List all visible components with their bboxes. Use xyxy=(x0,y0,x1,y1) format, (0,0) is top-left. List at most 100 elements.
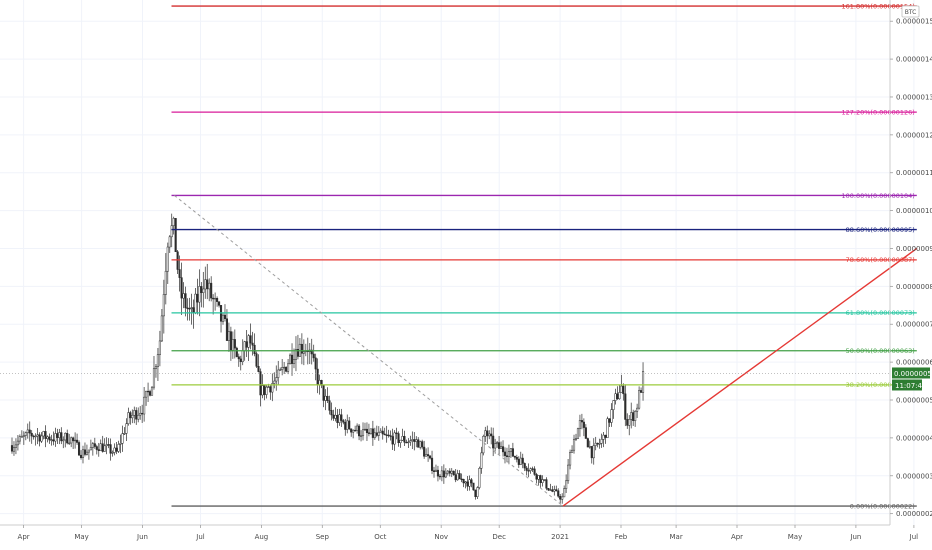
candle-body xyxy=(34,435,37,438)
candle-body xyxy=(458,473,461,480)
candle-body xyxy=(539,475,542,483)
candle-body xyxy=(285,366,288,372)
chart-grid xyxy=(0,0,915,525)
candle-body xyxy=(72,437,75,442)
candle-body xyxy=(515,457,518,460)
drawn-lines[interactable] xyxy=(174,195,918,507)
candle-body xyxy=(590,446,593,459)
time-tick-label: Nov xyxy=(434,533,448,541)
candle-body xyxy=(454,474,457,481)
candle-body xyxy=(66,433,69,444)
candle-body xyxy=(24,432,27,436)
candle-body xyxy=(93,443,96,447)
candle-body xyxy=(210,282,213,299)
candle-body xyxy=(190,307,193,309)
time-tick-label: Aug xyxy=(255,533,269,541)
candle-body xyxy=(174,218,177,253)
candle-body xyxy=(576,428,580,439)
candle-body xyxy=(150,386,154,396)
candle-body xyxy=(237,356,240,360)
candle-body xyxy=(137,414,140,420)
candle-body xyxy=(456,473,459,481)
candle-body xyxy=(218,301,221,306)
candle-body xyxy=(170,225,173,238)
candle-body xyxy=(289,354,292,365)
candle-body xyxy=(287,363,290,372)
candle-body xyxy=(30,432,33,437)
candle-body xyxy=(584,427,587,439)
fib-trend-diagonal[interactable] xyxy=(174,195,564,507)
candle-body xyxy=(283,366,286,369)
candle-body xyxy=(399,439,402,444)
candle-body xyxy=(604,434,607,438)
ascending-trendline[interactable] xyxy=(562,247,918,507)
candle-body xyxy=(330,410,333,416)
candle-body xyxy=(259,371,262,396)
candle-body xyxy=(233,339,236,349)
candle-body xyxy=(302,351,305,354)
candle-body xyxy=(328,400,331,411)
candle-body xyxy=(375,432,378,436)
candle-body xyxy=(243,341,246,352)
candle-body xyxy=(620,385,623,393)
candle-body xyxy=(478,468,481,488)
candle-body xyxy=(99,443,102,451)
candle-body xyxy=(79,454,83,458)
candle-body xyxy=(450,470,453,474)
currency-badge[interactable]: BTC xyxy=(901,5,920,18)
candle-body xyxy=(147,390,150,393)
countdown-label: 11:07:49 xyxy=(895,382,926,390)
candle-body xyxy=(208,282,211,290)
candle-body xyxy=(156,354,159,367)
candle-body xyxy=(468,479,471,487)
candle-body xyxy=(630,412,633,420)
candle-body xyxy=(529,468,532,471)
candle-body xyxy=(28,429,31,434)
candle-body xyxy=(269,386,272,393)
fibonacci-retracement[interactable]: 161.80%(0.00000154) 127.20%(0.00000126) 10… xyxy=(171,2,917,510)
candle-body xyxy=(614,393,617,401)
time-tick-label: Feb xyxy=(615,533,628,541)
candle-body xyxy=(231,339,234,351)
candle-body xyxy=(409,440,412,443)
candle-body xyxy=(474,489,477,497)
price-tick-label: 0.00000150 xyxy=(896,18,932,26)
candle-body xyxy=(551,489,554,492)
time-tick-label: Oct xyxy=(374,533,386,541)
candle-body xyxy=(606,418,609,438)
candle-body xyxy=(227,331,230,341)
candle-body xyxy=(434,469,438,472)
candle-body xyxy=(322,385,325,401)
candle-body xyxy=(178,269,181,278)
candle-body xyxy=(498,442,501,449)
time-tick-label: May xyxy=(74,533,88,541)
candle-body xyxy=(245,341,248,348)
candle-body xyxy=(624,393,627,420)
candle-body xyxy=(452,470,455,475)
candle-body xyxy=(251,342,254,346)
candle-body xyxy=(119,443,122,445)
candle-body xyxy=(411,439,414,441)
candle-body xyxy=(135,410,138,420)
candle-body xyxy=(101,443,104,452)
candle-body xyxy=(340,414,343,421)
candle-body xyxy=(154,366,158,369)
candle-body xyxy=(397,433,400,444)
time-axis[interactable]: Apr May Jun Jul Aug Sep Oct Nov Dec 2021 Feb Mar Apr… xyxy=(18,525,919,541)
candle-body xyxy=(344,421,347,430)
candle-body xyxy=(133,410,136,416)
candle-body xyxy=(618,392,621,400)
candle-body xyxy=(492,435,495,449)
candle-body xyxy=(363,428,367,431)
candle-body xyxy=(64,433,67,441)
candle-body xyxy=(503,451,507,456)
candle-body xyxy=(145,390,148,398)
candle-body xyxy=(85,451,88,455)
candle-body xyxy=(354,429,357,432)
candle-body xyxy=(139,412,142,416)
candle-body xyxy=(358,425,361,437)
